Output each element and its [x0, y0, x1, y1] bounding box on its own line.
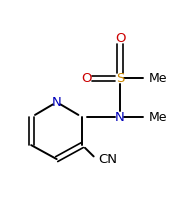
Text: Me: Me — [148, 72, 167, 85]
Text: O: O — [82, 72, 92, 85]
Text: N: N — [115, 111, 125, 124]
Text: CN: CN — [98, 153, 117, 166]
Text: O: O — [115, 32, 125, 45]
Text: N: N — [52, 96, 62, 109]
Text: Me: Me — [148, 111, 167, 124]
Text: S: S — [116, 72, 124, 85]
